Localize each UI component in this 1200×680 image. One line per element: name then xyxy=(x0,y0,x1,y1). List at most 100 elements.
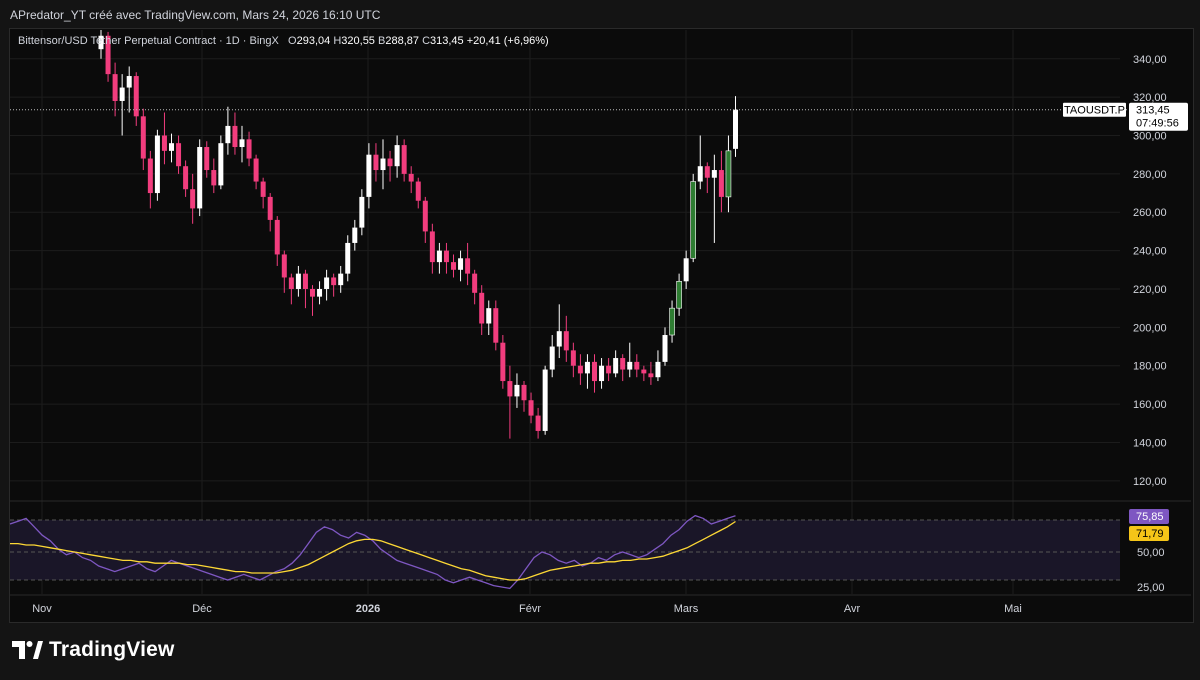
brand-name: TradingView xyxy=(49,638,175,661)
candle xyxy=(718,150,724,213)
close-value: 313,45 xyxy=(430,35,464,47)
candle xyxy=(345,235,351,282)
candle xyxy=(190,173,196,224)
candle-body xyxy=(253,158,259,182)
candle-body xyxy=(570,350,576,366)
candle-body xyxy=(359,196,365,228)
candle xyxy=(451,254,456,278)
candle-body xyxy=(387,158,393,167)
candle xyxy=(648,361,654,385)
candle xyxy=(161,112,167,165)
chart-legend: Bittensor/USD Tether Perpetual Contract … xyxy=(18,35,549,47)
candle xyxy=(380,139,386,190)
candle xyxy=(366,143,372,209)
candle-body xyxy=(415,181,421,201)
candle xyxy=(697,135,703,190)
time-tick-label: Mai xyxy=(1004,603,1022,615)
candle xyxy=(408,166,414,194)
candle xyxy=(359,189,365,236)
candle-body xyxy=(648,373,654,378)
candle-body xyxy=(225,125,231,144)
rsi-tick-label: 25,00 xyxy=(1137,582,1165,594)
symbol-title[interactable]: Bittensor/USD Tether Perpetual Contract … xyxy=(18,35,279,47)
candle xyxy=(627,342,633,378)
candle-body xyxy=(486,308,492,324)
low-label: B xyxy=(378,35,386,47)
candle-body xyxy=(584,361,590,374)
candle-body xyxy=(288,277,294,289)
time-tick-label: Mars xyxy=(674,603,699,615)
candle xyxy=(105,31,111,82)
candle-body xyxy=(317,288,323,297)
candle xyxy=(599,358,605,389)
candle xyxy=(584,354,590,389)
candle-body xyxy=(126,76,132,88)
candle xyxy=(112,62,118,117)
candle xyxy=(641,365,647,382)
candle xyxy=(634,354,640,378)
candle xyxy=(401,139,407,182)
price-tick-label: 140,00 xyxy=(1133,437,1167,449)
candle-body xyxy=(718,170,724,197)
candle-body xyxy=(662,335,668,362)
candle xyxy=(338,265,344,293)
candle xyxy=(690,173,697,263)
price-tick-label: 120,00 xyxy=(1133,476,1167,488)
candle-body xyxy=(535,415,541,431)
candle-body xyxy=(345,242,351,274)
candle xyxy=(387,150,393,182)
rsi-tick-label: 50,00 xyxy=(1137,547,1165,559)
candle xyxy=(683,250,689,289)
candle-body xyxy=(493,308,499,343)
candle-body xyxy=(140,116,146,159)
candle-body xyxy=(479,292,485,324)
open-value: 293,04 xyxy=(296,35,331,47)
candle xyxy=(267,193,273,232)
candle-body xyxy=(324,277,330,289)
tradingview-logo-icon xyxy=(11,638,43,662)
candle xyxy=(500,335,506,389)
open-label: O xyxy=(288,35,297,47)
candle-body xyxy=(733,109,738,149)
candle xyxy=(733,96,738,157)
candle xyxy=(218,135,224,190)
tradingview-brand[interactable]: TradingView xyxy=(11,638,175,662)
candle xyxy=(302,269,308,309)
candle xyxy=(373,143,379,182)
candle xyxy=(253,154,259,190)
candle-body xyxy=(521,384,527,401)
candle-body xyxy=(451,262,456,270)
candle xyxy=(577,354,583,385)
candle xyxy=(331,273,337,297)
candle xyxy=(486,300,492,336)
candle-body xyxy=(401,145,407,174)
candle-body xyxy=(556,331,562,347)
candles xyxy=(98,30,738,439)
candle-body xyxy=(218,143,224,186)
candle-body xyxy=(274,219,280,255)
countdown-tag: 07:49:56 xyxy=(1136,118,1179,130)
candle-body xyxy=(197,147,203,209)
candle-body xyxy=(669,307,675,336)
rsi-tag: 75,85 xyxy=(1136,511,1164,523)
candle xyxy=(183,160,189,197)
candle xyxy=(176,135,182,174)
price-tick-label: 300,00 xyxy=(1133,131,1167,143)
price-tag: 313,45 xyxy=(1136,105,1170,117)
candle xyxy=(324,269,330,301)
candle xyxy=(528,392,534,424)
candle-body xyxy=(500,342,506,382)
candle-body xyxy=(443,250,449,263)
candle-body xyxy=(310,288,315,297)
candle xyxy=(310,285,315,316)
candle-body xyxy=(331,277,337,286)
high-label: H xyxy=(333,35,342,47)
time-tick-label: Nov xyxy=(32,603,52,615)
rsi-ma-tag: 71,79 xyxy=(1136,528,1164,540)
candle-body xyxy=(246,139,252,159)
candle xyxy=(415,177,421,209)
candle xyxy=(197,139,203,217)
candle-body xyxy=(133,76,139,117)
